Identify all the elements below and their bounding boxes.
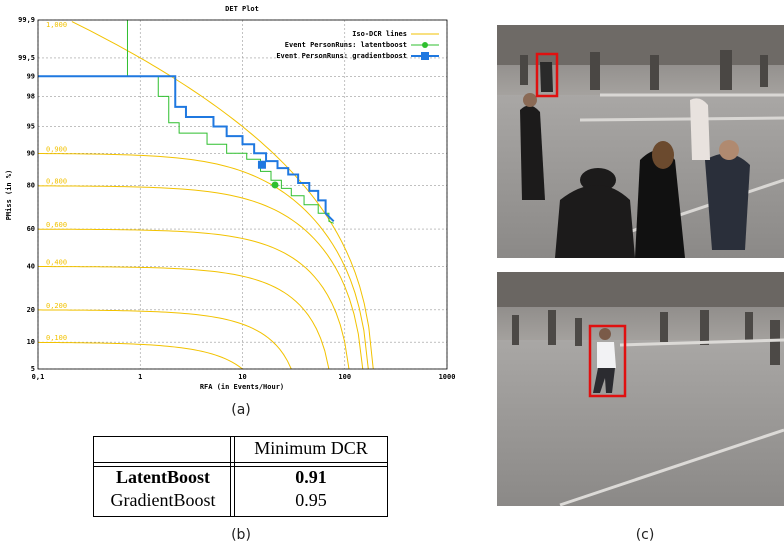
y-tick-label: 99,5 <box>18 54 35 62</box>
photo <box>497 25 784 258</box>
x-tick-label: 0,1 <box>32 373 45 381</box>
table-cell: LatentBoost <box>116 467 210 487</box>
x-tick-label: 1000 <box>439 373 456 381</box>
chart-title: DET Plot <box>225 5 259 13</box>
iso-dcr-label: 0,600 <box>46 221 67 229</box>
y-tick-label: 10 <box>27 338 35 346</box>
det-curve <box>127 20 333 223</box>
caption: (c) <box>636 527 655 543</box>
table-cell: 0.91 <box>295 467 327 487</box>
photo <box>497 272 784 506</box>
y-tick-label: 80 <box>27 182 35 190</box>
x-axis-label: RFA (in Events/Hour) <box>200 383 284 391</box>
caption: (a) <box>231 402 251 418</box>
iso-dcr-line <box>0 229 349 369</box>
y-tick-label: 99,9 <box>18 16 35 24</box>
iso-dcr-line <box>0 342 243 369</box>
grid <box>38 20 447 369</box>
y-tick-label: 20 <box>27 306 35 314</box>
iso-dcr-line <box>0 266 329 369</box>
iso-dcr-label: 0,800 <box>46 178 67 186</box>
min-dcr-marker <box>258 161 266 169</box>
x-tick-label: 10 <box>238 373 246 381</box>
iso-dcr-label: 0,100 <box>46 334 67 342</box>
y-tick-label: 5 <box>31 365 35 373</box>
x-tick-label: 1 <box>138 373 142 381</box>
y-tick-label: 99 <box>27 72 35 80</box>
table-cell: 0.95 <box>295 490 327 510</box>
legend-marker <box>422 42 428 48</box>
y-axis-label: PMiss (in %) <box>5 170 13 221</box>
y-tick-label: 98 <box>27 92 35 100</box>
y-tick-label: 40 <box>27 262 35 270</box>
table-cell: GradientBoost <box>111 490 216 510</box>
det-curve <box>38 76 334 221</box>
min-dcr-marker <box>272 181 279 188</box>
iso-dcr-label: 1,000 <box>46 21 67 29</box>
plot-area <box>0 20 373 369</box>
y-tick-label: 95 <box>27 123 35 131</box>
y-tick-label: 60 <box>27 225 35 233</box>
legend-label: Iso-DCR lines <box>352 30 407 38</box>
iso-dcr-line <box>0 310 291 369</box>
caption: (b) <box>231 527 251 543</box>
legend-label: Event PersonRuns: latentboost <box>285 41 407 49</box>
table-header: Minimum DCR <box>254 438 368 458</box>
y-tick-label: 90 <box>27 149 35 157</box>
figure: DET Plot RFA (in Events/Hour) PMiss (in … <box>0 0 784 543</box>
iso-dcr-label: 0,900 <box>46 145 67 153</box>
iso-dcr-label: 0,400 <box>46 258 67 266</box>
legend-marker <box>421 52 429 60</box>
iso-dcr-line <box>72 22 373 369</box>
x-tick-label: 100 <box>338 373 351 381</box>
iso-dcr-label: 0,200 <box>46 302 67 310</box>
legend-label: Event PersonRuns: gradientboost <box>276 52 407 60</box>
